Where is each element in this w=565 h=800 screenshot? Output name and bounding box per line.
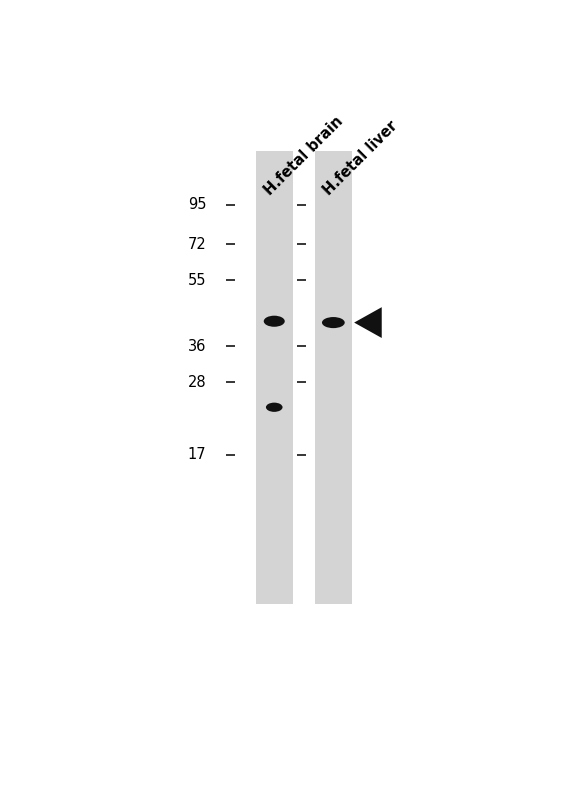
Bar xyxy=(255,151,293,604)
Ellipse shape xyxy=(322,317,345,328)
Text: 55: 55 xyxy=(188,273,206,288)
Text: 28: 28 xyxy=(188,375,206,390)
Text: 17: 17 xyxy=(188,447,206,462)
Text: 95: 95 xyxy=(188,198,206,212)
Ellipse shape xyxy=(266,402,282,412)
Polygon shape xyxy=(354,307,382,338)
Text: 36: 36 xyxy=(188,338,206,354)
Bar xyxy=(315,151,352,604)
Text: H.fetal liver: H.fetal liver xyxy=(320,118,401,198)
Text: 72: 72 xyxy=(188,237,206,252)
Text: H.fetal brain: H.fetal brain xyxy=(262,113,346,198)
Ellipse shape xyxy=(264,316,285,326)
